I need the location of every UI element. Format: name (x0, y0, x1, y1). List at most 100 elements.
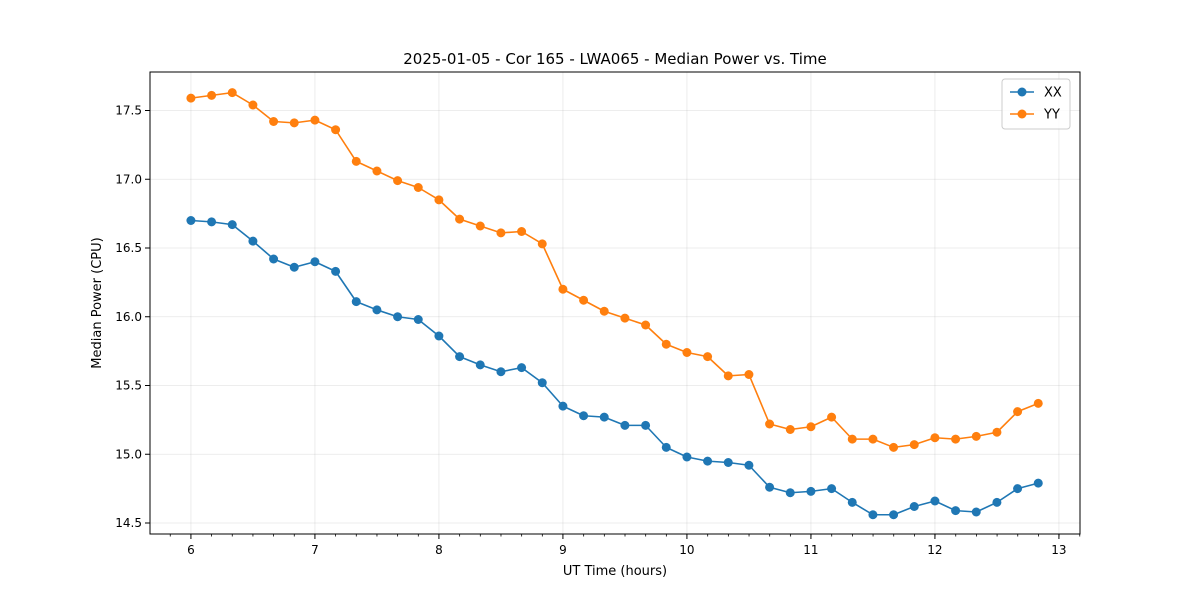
data-point-xx (393, 312, 403, 322)
grid-layer (150, 72, 1080, 534)
data-point-yy (393, 176, 403, 186)
data-point-yy (641, 320, 651, 330)
data-point-xx (248, 236, 258, 246)
data-point-xx (785, 488, 795, 498)
data-point-yy (889, 442, 899, 452)
data-point-yy (331, 125, 341, 135)
data-point-xx (847, 497, 857, 507)
x-tick-label: 13 (1051, 543, 1066, 557)
data-point-yy (909, 440, 919, 450)
data-point-yy (269, 117, 279, 126)
y-tick-label: 16.0 (115, 310, 142, 324)
data-point-yy (827, 412, 837, 422)
legend-label-yy: YY (1043, 108, 1060, 123)
legend: XX YY (1001, 78, 1071, 130)
chart-title: 2025-01-05 - Cor 165 - LWA065 - Median P… (403, 50, 827, 68)
data-point-yy (971, 431, 981, 441)
data-point-yy (1013, 407, 1023, 417)
data-point-yy (227, 88, 237, 98)
data-point-xx (703, 456, 713, 466)
data-point-xx (186, 216, 196, 225)
series-xx (186, 216, 1043, 520)
data-point-xx (765, 482, 775, 492)
legend-entry-xx: XX (1010, 86, 1062, 101)
data-point-yy (847, 434, 857, 444)
data-point-xx (207, 217, 217, 227)
data-point-yy (703, 352, 713, 362)
data-point-yy (951, 434, 961, 444)
data-point-xx (951, 506, 961, 516)
data-point-yy (744, 370, 754, 379)
data-point-xx (1033, 478, 1043, 488)
data-point-yy (434, 195, 444, 205)
data-point-yy (475, 221, 485, 231)
data-point-xx (641, 420, 651, 430)
data-point-xx (331, 266, 341, 276)
data-point-yy (599, 306, 609, 316)
data-point-yy (930, 433, 940, 443)
data-point-xx (558, 401, 568, 411)
x-tick-label: 7 (311, 543, 319, 557)
data-point-xx (682, 452, 692, 462)
data-point-xx (909, 502, 919, 511)
x-tick-label: 9 (559, 543, 567, 557)
data-point-xx (413, 315, 423, 324)
data-point-yy (620, 313, 630, 323)
legend-entry-yy: YY (1010, 108, 1060, 123)
series-layer (186, 88, 1043, 520)
data-point-yy (186, 93, 196, 103)
series-yy (186, 88, 1043, 452)
data-point-xx (372, 305, 382, 315)
data-point-xx (434, 331, 444, 341)
x-tick-label: 12 (927, 543, 942, 557)
data-point-xx (351, 297, 361, 307)
y-tick-label: 17.5 (115, 104, 142, 118)
data-point-xx (868, 510, 878, 520)
data-point-xx (475, 360, 485, 370)
data-point-xx (971, 507, 981, 517)
data-point-xx (269, 254, 279, 264)
data-point-yy (785, 425, 795, 434)
data-point-yy (558, 284, 568, 294)
y-tick-label: 15.5 (115, 379, 142, 393)
data-point-yy (351, 156, 361, 166)
y-tick-label: 17.0 (115, 172, 142, 186)
y-axis-label: Median Power (CPU) (90, 237, 105, 368)
data-point-yy (248, 100, 258, 110)
legend-marker-yy (1017, 109, 1027, 119)
data-point-xx (599, 412, 609, 422)
data-point-yy (868, 434, 878, 444)
y-tick-label: 14.5 (115, 516, 142, 530)
data-point-yy (413, 183, 423, 192)
data-point-yy (992, 427, 1002, 437)
data-point-xx (661, 442, 671, 452)
data-point-yy (682, 348, 692, 357)
data-point-xx (992, 497, 1002, 507)
data-point-xx (806, 486, 816, 496)
data-point-xx (455, 352, 465, 362)
data-point-xx (310, 257, 320, 267)
x-axis-label: UT Time (hours) (563, 564, 667, 579)
data-point-xx (537, 378, 547, 388)
data-point-xx (227, 220, 237, 230)
data-point-yy (765, 419, 775, 429)
x-tick-label: 10 (679, 543, 694, 557)
data-point-yy (537, 239, 547, 249)
data-point-yy (723, 371, 733, 381)
x-tick-label: 11 (803, 543, 818, 557)
data-point-xx (579, 411, 589, 421)
data-point-xx (289, 262, 299, 272)
data-point-xx (1013, 484, 1023, 494)
legend-marker-xx (1017, 87, 1027, 97)
y-tick-label: 15.0 (115, 447, 142, 461)
data-point-xx (930, 496, 940, 506)
data-point-yy (579, 295, 589, 305)
y-tick-label: 16.5 (115, 241, 142, 255)
data-point-yy (806, 422, 816, 432)
data-point-yy (289, 118, 299, 128)
x-tick-label: 6 (187, 543, 195, 557)
x-tick-label: 8 (435, 543, 443, 557)
plot-area-frame (149, 71, 1081, 535)
data-point-yy (496, 228, 506, 238)
